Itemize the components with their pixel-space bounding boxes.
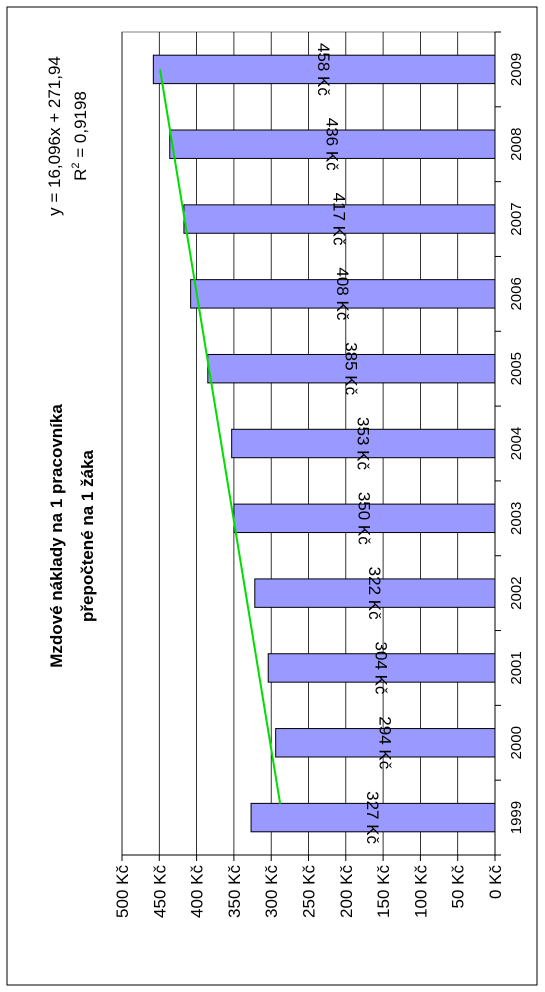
r2-value: = 0,9198	[71, 91, 90, 162]
bar-1999	[250, 802, 496, 833]
bar-data-label: 408 Kč	[333, 267, 352, 320]
category-tick-label: 2008	[508, 128, 525, 161]
category-tick-label: 2000	[508, 726, 525, 759]
value-axis-ticks: 0 Kč 50 Kč 100 Kč 150 Kč 200 Kč 250 Kč 300 Kč 3…	[113, 855, 505, 918]
value-tick-label: 0 Kč	[486, 865, 505, 900]
bar-data-labels: 327 Kč 294 Kč 304 Kč 322 Kč 350 Kč 353 Kč 385 …	[314, 43, 394, 845]
bars	[152, 54, 496, 833]
bar-2002	[254, 578, 496, 608]
bar-2009	[152, 54, 496, 85]
category-tick-label: 2005	[508, 352, 525, 385]
chart-title-line1: Mzdové náklady na 1 pracovníka	[47, 404, 66, 668]
bar-2003	[233, 503, 496, 534]
bar-2000	[275, 728, 496, 758]
bar-data-label: 417 Kč	[329, 193, 348, 246]
bar-2008	[169, 129, 496, 159]
category-tick-label: 2003	[508, 502, 525, 535]
value-tick-label: 200 Kč	[337, 865, 356, 918]
value-tick-label: 450 Kč	[150, 865, 169, 918]
bar-2007	[183, 204, 496, 234]
trendline-r2: R2 = 0,9198	[70, 91, 90, 181]
trendline	[159, 69, 282, 804]
bar-data-label: 350 Kč	[354, 492, 373, 545]
bar-2004	[231, 428, 496, 459]
value-tick-label: 400 Kč	[188, 865, 207, 918]
bar-data-label: 294 Kč	[375, 716, 394, 769]
category-axis-ticks: 1999 2000 2001 2002 2003 2004 2005 2006 2007 2008…	[495, 31, 525, 856]
bar-data-label: 458 Kč	[314, 43, 333, 96]
category-tick-label: 1999	[508, 801, 525, 834]
category-tick-label: 2009	[508, 53, 525, 86]
bar-2001	[267, 653, 496, 683]
r2-prefix: R	[71, 169, 90, 181]
trendline-equation: y = 16,096x + 271,94	[45, 56, 64, 216]
bar-2005	[207, 353, 496, 384]
category-tick-label: 2001	[508, 651, 525, 684]
category-tick-label: 2007	[508, 202, 525, 235]
value-tick-label: 250 Kč	[300, 865, 319, 918]
category-tick-label: 2004	[508, 427, 525, 460]
value-tick-label: 350 Kč	[225, 865, 244, 918]
value-tick-label: 500 Kč	[113, 865, 132, 918]
value-tick-label: 300 Kč	[262, 865, 281, 918]
category-tick-label: 2006	[508, 277, 525, 310]
bar-data-label: 327 Kč	[363, 791, 382, 844]
value-tick-label: 150 Kč	[374, 865, 393, 918]
chart-title-line2: přepočtené na 1 žáka	[78, 449, 97, 622]
bar-data-label: 322 Kč	[365, 567, 384, 620]
value-tick-label: 100 Kč	[411, 865, 430, 918]
value-tick-label: 50 Kč	[449, 865, 468, 909]
bar-data-label: 436 Kč	[322, 118, 341, 171]
trendline-line	[159, 69, 282, 804]
category-tick-label: 2002	[508, 576, 525, 609]
bar-data-label: 385 Kč	[341, 342, 360, 395]
r2-exponent: 2	[70, 162, 82, 168]
bar-data-label: 304 Kč	[372, 641, 391, 694]
bar-2006	[190, 279, 496, 309]
bar-data-label: 353 Kč	[353, 417, 372, 470]
